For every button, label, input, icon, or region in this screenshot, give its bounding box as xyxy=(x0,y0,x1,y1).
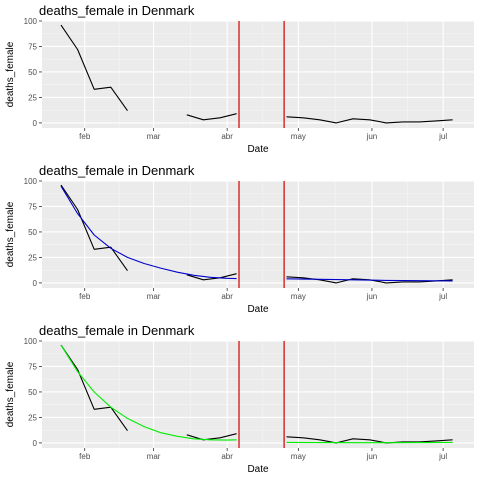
observed-series-line xyxy=(286,436,453,444)
y-tick-label: 100 xyxy=(24,337,38,346)
y-tick-label: 0 xyxy=(33,439,38,448)
chart-title: deaths_female in Denmark xyxy=(39,323,195,338)
x-tick-label: feb xyxy=(79,452,91,461)
chart-panel-1: feb mar abr may jun jul 0 25 50 75 100 deaths_femal… xyxy=(0,0,480,160)
y-tick-label: 75 xyxy=(28,202,37,211)
x-tick-label: jul xyxy=(438,452,447,461)
x-tick-label: abr xyxy=(221,132,233,141)
x-axis-label: Date xyxy=(247,304,269,315)
chart-panel-2: feb mar abr may jun jul 0 25 50 75 100 deaths_femal… xyxy=(0,160,480,320)
y-tick-label: 25 xyxy=(28,413,37,422)
y-tick-label: 100 xyxy=(24,17,38,26)
x-tick-label: mar xyxy=(147,452,161,461)
fitted-series-line xyxy=(60,344,237,441)
y-axis-label: deaths_female xyxy=(5,361,16,427)
x-tick-label: may xyxy=(291,132,306,141)
plot-background xyxy=(42,341,474,448)
observed-series-line xyxy=(186,113,237,121)
y-tick-label: 0 xyxy=(33,279,38,288)
x-tick-label: abr xyxy=(221,452,233,461)
fitted-series-line xyxy=(286,278,453,282)
chart-title: deaths_female in Denmark xyxy=(39,3,195,18)
observed-series-line xyxy=(60,184,128,272)
x-tick-label: feb xyxy=(79,292,91,301)
y-tick-label: 0 xyxy=(33,119,38,128)
y-tick-label: 25 xyxy=(28,253,37,262)
observed-series-line xyxy=(186,273,237,281)
chart-title: deaths_female in Denmark xyxy=(39,163,195,178)
y-axis-label: deaths_female xyxy=(5,201,16,267)
x-tick-label: jun xyxy=(366,132,378,141)
y-tick-label: 75 xyxy=(28,362,37,371)
fitted-series-line xyxy=(60,185,237,280)
x-tick-label: jun xyxy=(366,292,378,301)
x-tick-label: mar xyxy=(147,292,161,301)
y-tick-label: 75 xyxy=(28,42,37,51)
plot-background xyxy=(42,181,474,288)
plot-background xyxy=(42,21,474,128)
y-tick-label: 50 xyxy=(28,388,37,397)
x-tick-label: feb xyxy=(79,132,91,141)
observed-series-line xyxy=(286,116,453,124)
chart-svg-3: feb mar abr may jun jul0255075100deaths_femal… xyxy=(5,323,474,475)
y-tick-label: 25 xyxy=(28,93,37,102)
y-tick-label: 100 xyxy=(24,177,38,186)
y-tick-label: 50 xyxy=(28,68,37,77)
observed-series-line xyxy=(186,433,237,441)
x-tick-label: abr xyxy=(221,292,233,301)
observed-series-line xyxy=(60,24,128,112)
x-tick-label: may xyxy=(291,452,306,461)
chart-svg-2: feb mar abr may jun jul0255075100deaths_femal… xyxy=(5,163,474,315)
observed-series-line xyxy=(60,344,128,432)
chart-svg-1: feb mar abr may jun jul0255075100deaths_femal… xyxy=(5,3,474,155)
chart-panel-3: feb mar abr may jun jul 0 25 50 75 100 deaths_femal… xyxy=(0,320,480,480)
y-tick-label: 50 xyxy=(28,228,37,237)
x-axis-label: Date xyxy=(247,464,269,475)
x-tick-label: jul xyxy=(438,292,447,301)
x-tick-label: mar xyxy=(147,132,161,141)
y-axis-label: deaths_female xyxy=(5,41,16,107)
x-tick-label: jul xyxy=(438,132,447,141)
x-axis-label: Date xyxy=(247,144,269,155)
x-tick-label: jun xyxy=(366,452,378,461)
x-tick-label: may xyxy=(291,292,306,301)
